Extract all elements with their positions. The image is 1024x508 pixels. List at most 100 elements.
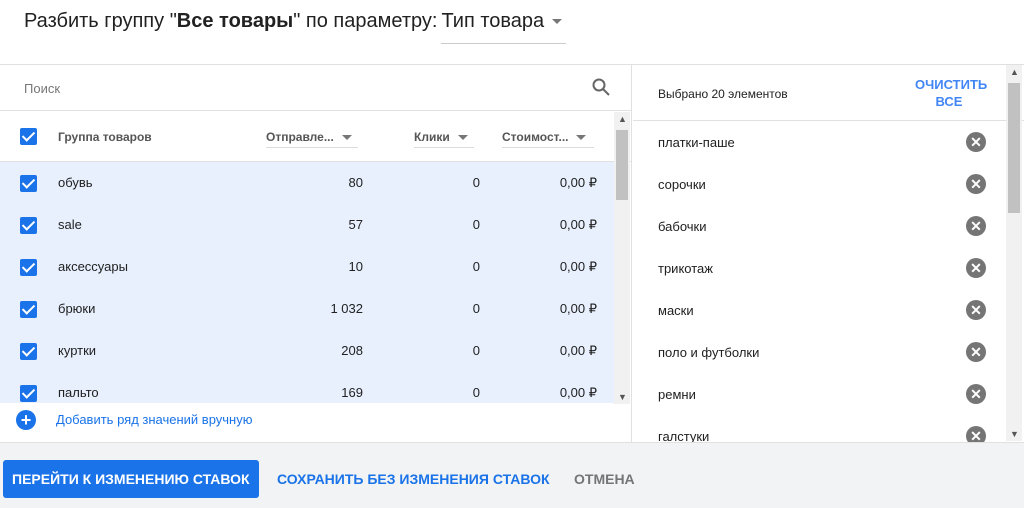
row-name: аксессуары — [58, 259, 128, 274]
row-cost: 0,00 ₽ — [559, 259, 597, 274]
plus-icon: + — [16, 410, 36, 430]
remove-icon[interactable]: ✕ — [966, 300, 986, 320]
values-panel: Поиск Группа товаров Отправле... Клики С… — [0, 65, 632, 442]
column-label: Стоимост... — [502, 130, 569, 144]
parameter-value: Тип товара — [441, 10, 545, 32]
row-checkbox[interactable] — [20, 217, 37, 234]
footer: ПЕРЕЙТИ К ИЗМЕНЕНИЮ СТАВОК СОХРАНИТЬ БЕЗ… — [0, 442, 1024, 508]
selected-item: сорочки — [658, 177, 706, 192]
selected-scrollbar[interactable]: ▲ ▼ — [1006, 65, 1022, 441]
row-clicks: 0 — [472, 301, 480, 316]
column-clicks[interactable]: Клики — [414, 130, 468, 144]
row-clicks: 0 — [472, 217, 480, 232]
row-sent: 80 — [348, 175, 363, 190]
row-sent: 10 — [348, 259, 363, 274]
row-name: куртки — [58, 343, 97, 358]
selected-header: Выбрано 20 элементов ОЧИСТИТЬ ВСЕ — [633, 65, 1024, 121]
divider — [266, 147, 358, 148]
divider — [502, 147, 594, 148]
parameter-dropdown[interactable]: Тип товара — [441, 10, 567, 44]
selected-item: маски — [658, 303, 694, 318]
row-name: обувь — [58, 175, 93, 190]
column-sent[interactable]: Отправле... — [266, 130, 352, 144]
scroll-up-icon[interactable]: ▲ — [618, 114, 627, 124]
title-prefix: Разбить группу " — [24, 10, 177, 32]
table-row[interactable]: брюки 1 032 0 0,00 ₽ — [0, 288, 614, 330]
selected-item: трикотаж — [658, 261, 713, 276]
scroll-up-icon[interactable]: ▲ — [1010, 67, 1019, 77]
row-cost: 0,00 ₽ — [559, 385, 597, 400]
group-name: Все товары — [176, 10, 294, 32]
sort-icon — [457, 135, 468, 141]
remove-icon[interactable]: ✕ — [966, 216, 986, 236]
clear-label: ВСЕ — [935, 94, 963, 109]
title-suffix: " по параметру: — [293, 10, 438, 32]
dialog-title: Разбить группу "Все товары" по параметру… — [24, 10, 567, 44]
clear-all-button[interactable]: ОЧИСТИТЬ ВСЕ — [915, 76, 988, 110]
table-row[interactable]: обувь 80 0 0,00 ₽ — [0, 162, 614, 204]
remove-icon[interactable]: ✕ — [966, 342, 986, 362]
remove-icon[interactable]: ✕ — [966, 384, 986, 404]
row-sent: 57 — [348, 217, 363, 232]
selected-panel: Выбрано 20 элементов ОЧИСТИТЬ ВСЕ платки-… — [633, 65, 1024, 442]
sort-icon — [341, 135, 352, 141]
row-checkbox[interactable] — [20, 259, 37, 276]
column-label: Отправле... — [266, 130, 334, 144]
column-cost[interactable]: Стоимост... — [502, 130, 587, 144]
row-sent: 169 — [341, 385, 363, 400]
search-field[interactable]: Поиск — [0, 65, 631, 111]
table-scrollbar[interactable]: ▲ ▼ — [614, 112, 630, 404]
selected-item: галстуки — [658, 429, 710, 442]
remove-icon[interactable]: ✕ — [966, 258, 986, 278]
row-checkbox[interactable] — [20, 175, 37, 192]
selected-list: платки-паше ✕ сорочки ✕ бабочки ✕ трикотаж ✕ мас… — [633, 122, 1006, 442]
table-row[interactable]: куртки 208 0 0,00 ₽ — [0, 330, 614, 372]
scroll-thumb[interactable] — [1008, 83, 1020, 213]
table-row[interactable]: пальто 169 0 0,00 ₽ — [0, 372, 614, 403]
selected-item: платки-паше — [658, 135, 735, 150]
go-to-bids-button[interactable]: ПЕРЕЙТИ К ИЗМЕНЕНИЮ СТАВОК — [3, 460, 259, 498]
row-cost: 0,00 ₽ — [559, 175, 597, 190]
row-clicks: 0 — [472, 385, 480, 400]
row-name: пальто — [58, 385, 99, 400]
search-icon[interactable] — [592, 78, 610, 96]
row-name: sale — [58, 217, 82, 232]
selected-item: ремни — [658, 387, 696, 402]
add-row-label: Добавить ряд значений вручную — [56, 412, 253, 427]
selected-item: поло и футболки — [658, 345, 760, 360]
column-group: Группа товаров — [58, 130, 152, 144]
remove-icon[interactable]: ✕ — [966, 426, 986, 442]
clear-label: ОЧИСТИТЬ — [915, 77, 988, 92]
row-checkbox[interactable] — [20, 343, 37, 360]
table-row[interactable]: аксессуары 10 0 0,00 ₽ — [0, 246, 614, 288]
selected-item: бабочки — [658, 219, 707, 234]
row-checkbox[interactable] — [20, 385, 37, 402]
table-row[interactable]: sale 57 0 0,00 ₽ — [0, 204, 614, 246]
row-clicks: 0 — [472, 259, 480, 274]
row-sent: 208 — [341, 343, 363, 358]
remove-icon[interactable]: ✕ — [966, 174, 986, 194]
row-cost: 0,00 ₽ — [559, 343, 597, 358]
sort-icon — [576, 135, 587, 141]
row-cost: 0,00 ₽ — [559, 301, 597, 316]
column-label: Клики — [414, 130, 450, 144]
remove-icon[interactable]: ✕ — [966, 132, 986, 152]
row-cost: 0,00 ₽ — [559, 217, 597, 232]
row-clicks: 0 — [472, 175, 480, 190]
selected-count: Выбрано 20 элементов — [658, 87, 788, 101]
table-body: обувь 80 0 0,00 ₽ sale 57 0 0,00 ₽ аксес… — [0, 162, 631, 403]
row-checkbox[interactable] — [20, 301, 37, 318]
divider — [0, 64, 1024, 65]
table-header: Группа товаров Отправле... Клики Стоимос… — [0, 111, 631, 162]
divider — [414, 147, 474, 148]
scroll-thumb[interactable] — [616, 130, 628, 200]
save-without-bids-button[interactable]: СОХРАНИТЬ БЕЗ ИЗМЕНЕНИЯ СТАВОК — [277, 471, 550, 487]
select-all-checkbox[interactable] — [20, 128, 37, 145]
cancel-button[interactable]: ОТМЕНА — [574, 471, 635, 487]
search-input[interactable]: Поиск — [24, 81, 61, 96]
dropdown-arrow-icon — [552, 19, 563, 25]
scroll-down-icon[interactable]: ▼ — [618, 392, 627, 402]
row-sent: 1 032 — [330, 301, 363, 316]
add-row-link[interactable]: + Добавить ряд значений вручную — [16, 410, 253, 430]
scroll-down-icon[interactable]: ▼ — [1010, 429, 1019, 439]
